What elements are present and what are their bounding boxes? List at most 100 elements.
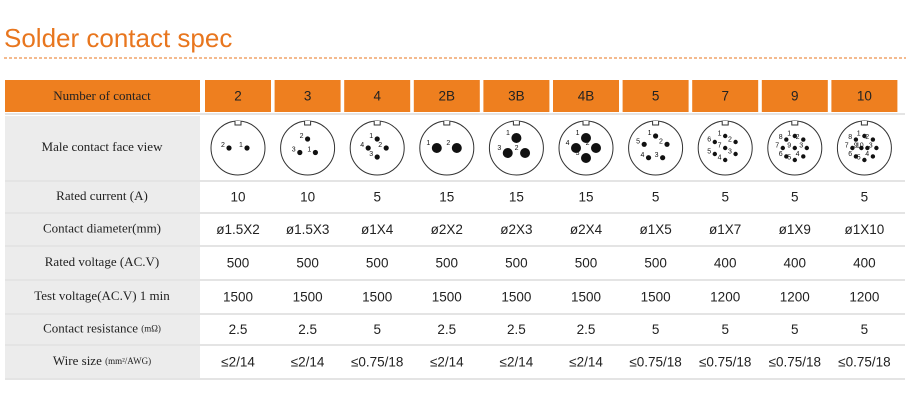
header-cell bbox=[831, 80, 898, 112]
row-label-text: Wire size bbox=[53, 353, 105, 368]
cell-value: 15 bbox=[439, 190, 454, 205]
face-outline bbox=[349, 120, 405, 176]
cell-value: 1500 bbox=[641, 290, 671, 305]
header-text: 5 bbox=[652, 89, 660, 104]
header-cell bbox=[483, 80, 550, 112]
pin-label: 8 bbox=[848, 134, 852, 141]
cell-value: ≤2/14 bbox=[569, 355, 603, 370]
cell-value: ø1X10 bbox=[845, 222, 885, 237]
pin-dot bbox=[792, 145, 797, 151]
pin-label: 1 bbox=[369, 133, 373, 140]
cell-value: 15 bbox=[509, 190, 524, 205]
label-cell bbox=[5, 182, 200, 212]
cell-value: 1200 bbox=[710, 290, 740, 305]
header-text: 4B bbox=[578, 89, 595, 104]
pin-label: 4 bbox=[566, 140, 570, 147]
cell-value: 5 bbox=[861, 322, 869, 337]
pin-label: 10 bbox=[856, 143, 864, 150]
pin-label: 2 bbox=[865, 134, 869, 141]
header-label-cell bbox=[5, 80, 200, 112]
cell-value: ø2X2 bbox=[431, 222, 463, 237]
pin-dot bbox=[733, 151, 738, 157]
pin-label: 1 bbox=[787, 131, 791, 138]
pin-dot bbox=[374, 136, 380, 142]
header-cell bbox=[274, 80, 341, 112]
row-label-text: Rated current (A) bbox=[56, 188, 148, 203]
cell-value: 2.5 bbox=[437, 322, 456, 337]
row-label-text: Contact resistance bbox=[43, 320, 141, 335]
cell-value: 1200 bbox=[780, 290, 810, 305]
pin-dot bbox=[801, 137, 806, 142]
label-cell bbox=[5, 281, 200, 313]
header-cell bbox=[692, 80, 759, 112]
pin-dot bbox=[451, 143, 462, 153]
cell-value: 500 bbox=[296, 256, 319, 271]
cell-value: 15 bbox=[578, 190, 593, 205]
cell-value: 400 bbox=[714, 256, 737, 271]
pin-dot bbox=[591, 143, 601, 153]
pin-label: 2 bbox=[515, 145, 519, 152]
header-cell bbox=[344, 80, 411, 112]
cell-value: 5 bbox=[861, 190, 869, 205]
pin-label: 2 bbox=[796, 134, 800, 141]
label-cell bbox=[5, 214, 200, 245]
cell-value: 5 bbox=[373, 322, 381, 337]
cell-value: 5 bbox=[791, 322, 799, 337]
pin-dot bbox=[733, 139, 738, 145]
pin-label: 2 bbox=[728, 137, 732, 144]
pin-label: 3 bbox=[497, 145, 501, 152]
pin-label: 6 bbox=[848, 151, 852, 158]
pin-dot bbox=[431, 143, 442, 153]
header-text: 7 bbox=[721, 89, 729, 104]
pin-label: 7 bbox=[845, 143, 849, 150]
pin-dot bbox=[502, 148, 513, 158]
pin-label: 5 bbox=[787, 155, 791, 162]
pin-label: 1 bbox=[506, 130, 510, 137]
cell-value: ø1.5X3 bbox=[286, 222, 330, 237]
key-notch bbox=[652, 121, 660, 126]
cell-value: ø2X4 bbox=[570, 222, 603, 237]
label-cell bbox=[5, 346, 200, 378]
cell-value: ø1X4 bbox=[361, 222, 394, 237]
label-cell bbox=[5, 315, 200, 344]
pin-label: 9 bbox=[854, 143, 858, 150]
pin-label: 3 bbox=[869, 143, 873, 150]
pin-label: 4 bbox=[641, 152, 645, 159]
pin-dot bbox=[853, 154, 859, 159]
label-cell bbox=[5, 116, 200, 180]
cell-value: 2.5 bbox=[229, 322, 248, 337]
contact-face: 21 3 bbox=[280, 120, 336, 176]
header-text: 2 bbox=[234, 89, 242, 104]
row-label-text: Contact diameter(mm) bbox=[43, 220, 161, 235]
cell-value: 500 bbox=[366, 256, 389, 271]
cell-value: ø2X3 bbox=[500, 222, 532, 237]
cell-value: ≤0.75/18 bbox=[699, 355, 751, 370]
pin-dot bbox=[723, 157, 728, 163]
row-label: Test voltage(AC.V) 1 min bbox=[34, 288, 170, 303]
pin-dot bbox=[723, 145, 728, 151]
pin-label: 7 bbox=[718, 143, 722, 150]
key-notch bbox=[721, 121, 729, 126]
pin-label: 1 bbox=[239, 142, 243, 149]
pin-label: 3 bbox=[655, 152, 659, 159]
pin-label: 3 bbox=[369, 151, 373, 158]
cell-value: 5 bbox=[652, 322, 660, 337]
pin-label: 6 bbox=[707, 137, 711, 144]
pin-label: 5 bbox=[707, 149, 711, 156]
pin-dot bbox=[723, 133, 728, 139]
cell-value: 1500 bbox=[432, 290, 462, 305]
cell-value: ≤2/14 bbox=[430, 355, 464, 370]
page-title: Solder contact spec bbox=[4, 23, 232, 53]
pin-label: 3 bbox=[576, 150, 580, 157]
pin-label: 2 bbox=[378, 142, 382, 149]
key-notch bbox=[373, 121, 381, 126]
cell-value: ≤0.75/18 bbox=[629, 355, 681, 370]
cell-value: 500 bbox=[575, 256, 598, 271]
header-text: 4 bbox=[373, 89, 381, 104]
pin-dot bbox=[792, 157, 797, 163]
header-text: 9 bbox=[791, 89, 799, 104]
